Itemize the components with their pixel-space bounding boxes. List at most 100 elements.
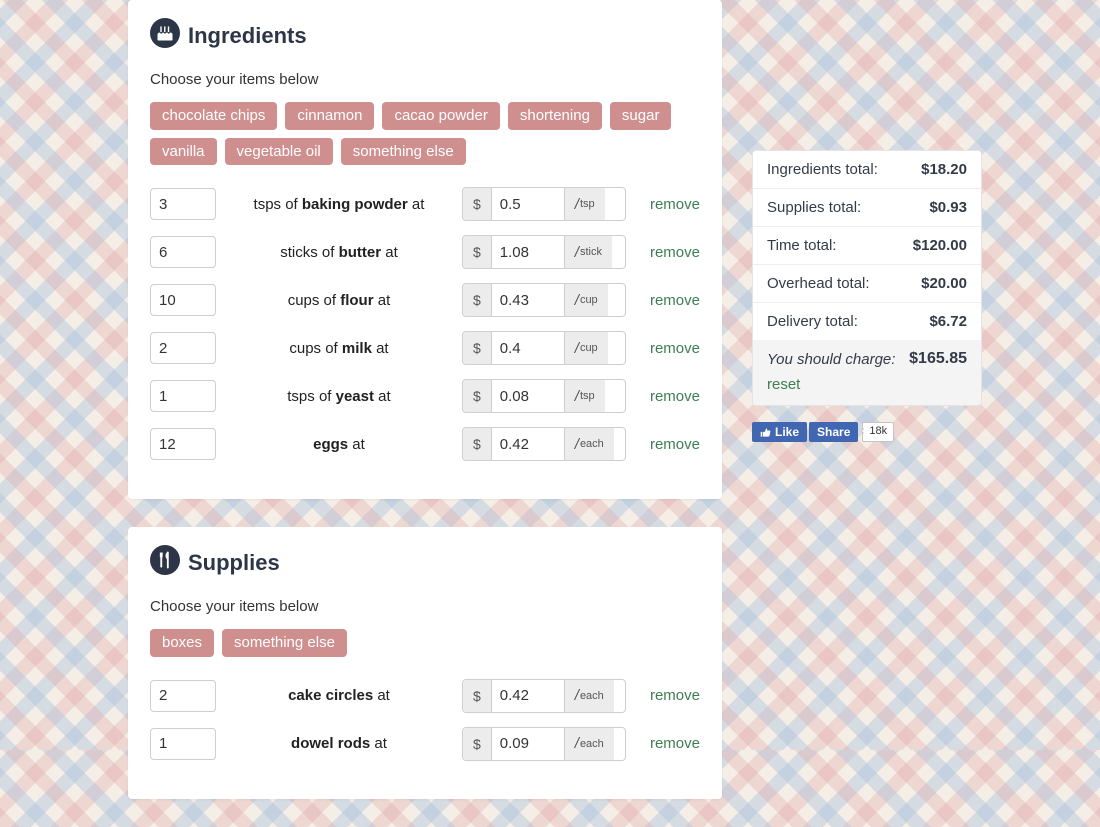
cake-icon [150, 18, 188, 53]
unit-addon: /tsp [564, 188, 605, 220]
currency-addon: $ [463, 428, 492, 460]
totals-value: $20.00 [921, 275, 967, 292]
item-row: eggs at $ /each remove [150, 427, 700, 461]
totals-label: Time total: [767, 237, 836, 254]
remove-link[interactable]: remove [650, 340, 700, 357]
tag-something-else[interactable]: something else [341, 138, 466, 166]
qty-input[interactable] [150, 236, 216, 268]
price-group: $/stick [462, 235, 626, 269]
price-input[interactable] [492, 332, 564, 364]
tag-something-else[interactable]: something else [222, 629, 347, 657]
totals-label: Supplies total: [767, 199, 861, 216]
fb-count: 18k [862, 422, 894, 442]
remove-link[interactable]: remove [650, 687, 700, 704]
unit-addon: /cup [564, 332, 608, 364]
tag-shortening[interactable]: shortening [508, 102, 602, 130]
ingredients-title: Ingredients [188, 23, 307, 49]
unit-addon: /stick [564, 236, 612, 268]
ingredients-prompt: Choose your items below [150, 71, 700, 88]
price-input[interactable] [492, 188, 564, 220]
tag-chocolate-chips[interactable]: chocolate chips [150, 102, 277, 130]
currency-addon: $ [463, 728, 492, 760]
unit-addon: /tsp [564, 380, 605, 412]
currency-addon: $ [463, 284, 492, 316]
thumbs-up-icon [760, 427, 771, 438]
item-row: tsps of yeast at $ /tsp remove [150, 379, 700, 413]
qty-input[interactable] [150, 728, 216, 760]
totals-row: Time total: $120.00 [753, 227, 981, 265]
price-input[interactable] [492, 428, 564, 460]
totals-value: $0.93 [929, 199, 967, 216]
tag-cinnamon[interactable]: cinnamon [285, 102, 374, 130]
price-input[interactable] [492, 284, 564, 316]
item-label: sticks of butter at [226, 244, 452, 261]
totals-value: $6.72 [929, 313, 967, 330]
remove-link[interactable]: remove [650, 436, 700, 453]
qty-input[interactable] [150, 380, 216, 412]
totals-box: Ingredients total: $18.20 Supplies total: $… [752, 150, 982, 406]
facebook-widget: Like Share 18k [752, 422, 982, 442]
price-input[interactable] [492, 728, 564, 760]
item-label: eggs at [226, 436, 452, 453]
supplies-prompt: Choose your items below [150, 598, 700, 615]
item-row: cups of flour at $ /cup remove [150, 283, 700, 317]
item-label: cups of milk at [226, 340, 452, 357]
item-label: cups of flour at [226, 292, 452, 309]
price-input[interactable] [492, 380, 564, 412]
price-input[interactable] [492, 680, 564, 712]
remove-link[interactable]: remove [650, 196, 700, 213]
tag-vanilla[interactable]: vanilla [150, 138, 217, 166]
fb-like-label: Like [775, 425, 799, 439]
price-group: $ /cup [462, 331, 626, 365]
fb-share-label: Share [817, 425, 850, 439]
price-group: $ /each [462, 679, 626, 713]
qty-input[interactable] [150, 188, 216, 220]
price-group: $/each [462, 727, 626, 761]
unit-addon: /cup [564, 284, 608, 316]
currency-addon: $ [463, 188, 492, 220]
totals-label: Delivery total: [767, 313, 858, 330]
totals-value: $120.00 [913, 237, 967, 254]
tag-vegetable-oil[interactable]: vegetable oil [225, 138, 333, 166]
item-row: cups of milk at $ /cup remove [150, 331, 700, 365]
ingredients-panel: Ingredients Choose your items below choc… [128, 0, 722, 499]
item-row: dowel rods at$/eachremove [150, 727, 700, 761]
tag-boxes[interactable]: boxes [150, 629, 214, 657]
price-group: $ /each [462, 427, 626, 461]
tag-cacao-powder[interactable]: cacao powder [382, 102, 499, 130]
qty-input[interactable] [150, 428, 216, 460]
remove-link[interactable]: remove [650, 735, 700, 752]
remove-link[interactable]: remove [650, 244, 700, 261]
price-group: $ /tsp [462, 187, 626, 221]
unit-addon: /each [564, 428, 614, 460]
currency-addon: $ [463, 680, 492, 712]
totals-row: Supplies total: $0.93 [753, 189, 981, 227]
supplies-panel: Supplies Choose your items below boxesso… [128, 527, 722, 799]
item-row: sticks of butter at $/stick remove [150, 235, 700, 269]
totals-value: $18.20 [921, 161, 967, 178]
totals-label: Ingredients total: [767, 161, 878, 178]
price-group: $ /tsp [462, 379, 626, 413]
price-group: $ /cup [462, 283, 626, 317]
utensils-icon [150, 545, 188, 580]
qty-input[interactable] [150, 332, 216, 364]
item-row: cake circles at$/eachremove [150, 679, 700, 713]
item-label: tsps of baking powder at [226, 196, 452, 213]
item-label: tsps of yeast at [226, 388, 452, 405]
currency-addon: $ [463, 380, 492, 412]
qty-input[interactable] [150, 284, 216, 316]
price-input[interactable] [492, 236, 564, 268]
fb-share-button[interactable]: Share [809, 422, 858, 442]
supplies-title: Supplies [188, 550, 280, 576]
totals-row: Delivery total: $6.72 [753, 303, 981, 340]
remove-link[interactable]: remove [650, 388, 700, 405]
unit-addon: /each [564, 680, 614, 712]
currency-addon: $ [463, 332, 492, 364]
remove-link[interactable]: remove [650, 292, 700, 309]
charge-value: $165.85 [909, 350, 967, 368]
reset-link[interactable]: reset [767, 376, 800, 393]
item-row: tsps of baking powder at $ /tsp remove [150, 187, 700, 221]
fb-like-button[interactable]: Like [752, 422, 807, 442]
qty-input[interactable] [150, 680, 216, 712]
tag-sugar[interactable]: sugar [610, 102, 672, 130]
